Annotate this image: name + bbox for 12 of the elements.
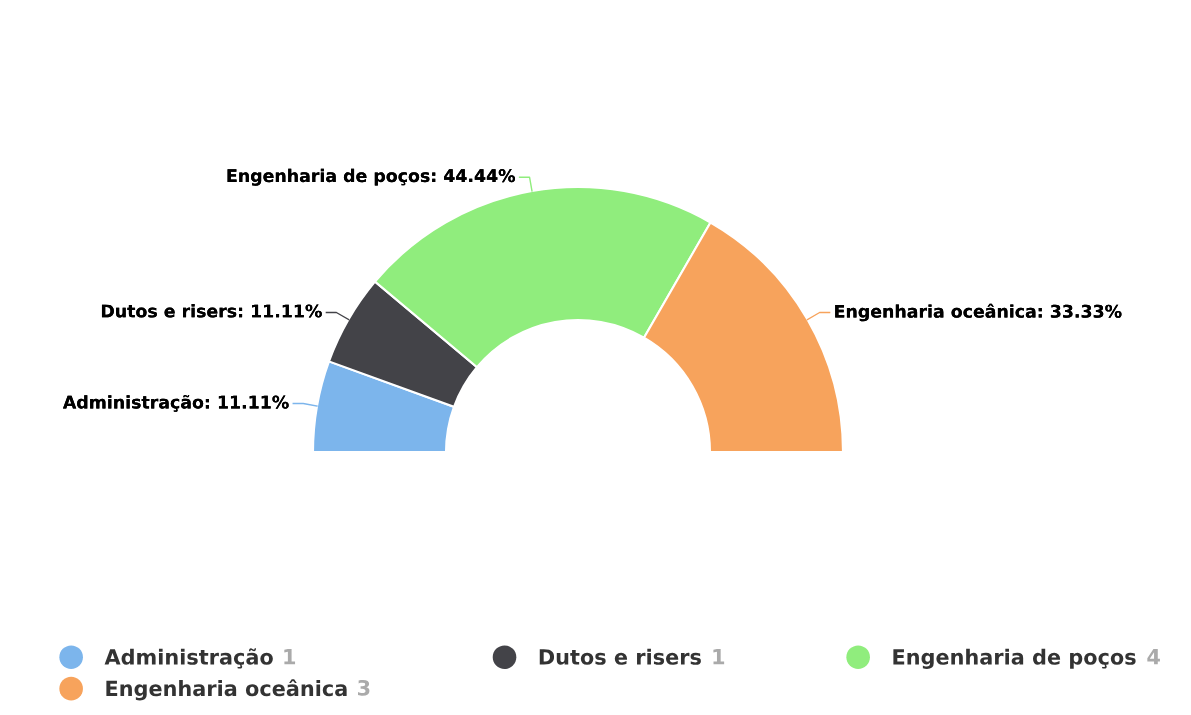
data-label: Engenharia oceânica: 33.33%: [835, 303, 1122, 322]
data-label: Administração: 11.11%: [62, 394, 289, 412]
text: 3: [358, 679, 370, 696]
text: 4: [1147, 649, 1160, 665]
legend-label: Engenharia oceânica: [106, 679, 347, 701]
data-label: Dutos e risers: 11.11%: [101, 304, 322, 318]
legend-label: Engenharia de poços: [893, 648, 1136, 669]
data-label: Engenharia de poços: 44.44%: [227, 168, 515, 186]
text: 1: [713, 649, 725, 665]
text: 1: [284, 649, 296, 665]
legend-label: Dutos e risers: [539, 648, 701, 665]
legend-label: Administração: [104, 648, 273, 669]
